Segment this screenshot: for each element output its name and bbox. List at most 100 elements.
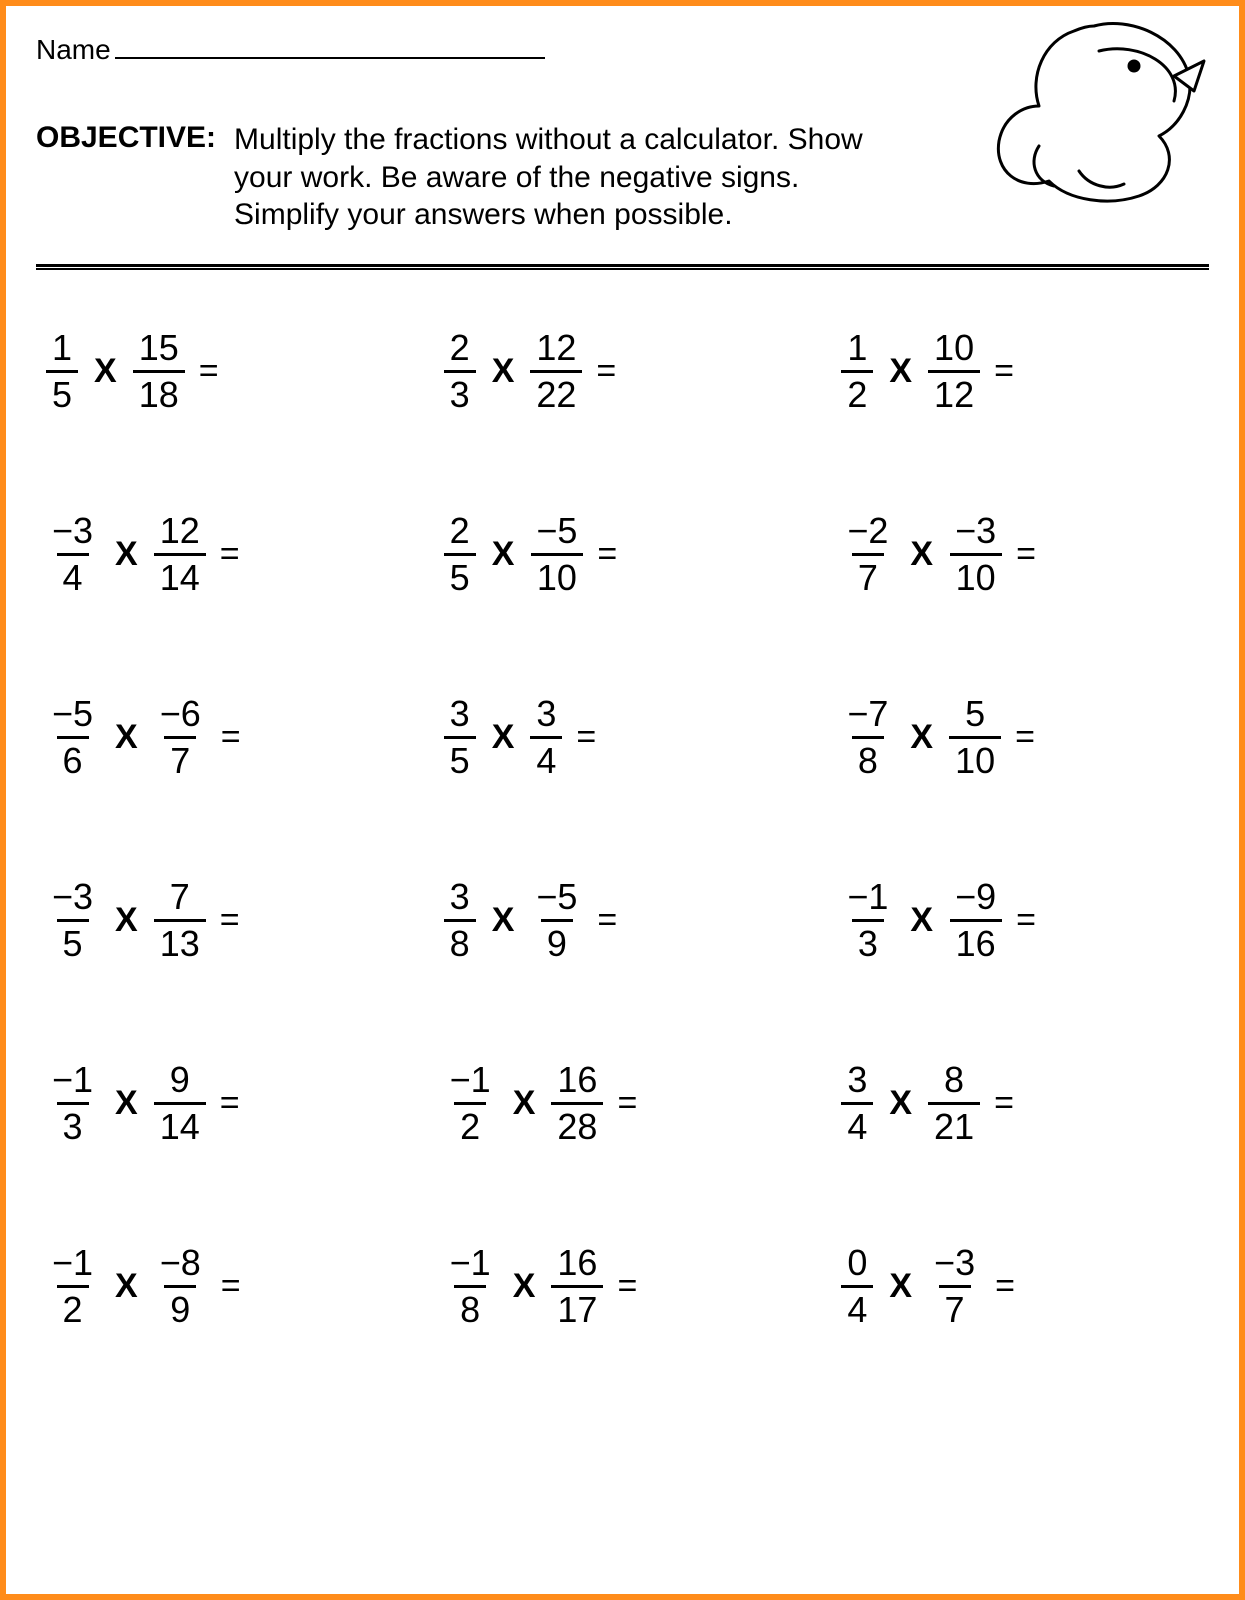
multiply-operator: X (910, 535, 933, 574)
multiply-operator: X (492, 352, 515, 391)
numerator: −8 (154, 1245, 207, 1285)
numerator: 8 (938, 1062, 970, 1102)
fraction-a: −13 (46, 1062, 99, 1145)
numerator: −1 (841, 879, 894, 919)
denominator: 8 (454, 1285, 486, 1328)
fraction-a: −12 (444, 1062, 497, 1145)
equals-sign: = (1016, 535, 1036, 574)
name-underline[interactable] (115, 31, 545, 59)
denominator: 5 (46, 370, 78, 413)
denominator: 9 (541, 919, 573, 962)
numerator: −1 (444, 1062, 497, 1102)
numerator: 1 (841, 330, 873, 370)
denominator: 8 (444, 919, 476, 962)
denominator: 2 (841, 370, 873, 413)
numerator: −5 (530, 513, 583, 553)
fraction-a: −35 (46, 879, 99, 962)
fraction-b: 1222 (530, 330, 582, 413)
numerator: −1 (46, 1062, 99, 1102)
multiply-operator: X (492, 535, 515, 574)
numerator: 12 (530, 330, 582, 370)
problem-14: −12X1628= (444, 1062, 802, 1145)
fraction-b: −310 (949, 513, 1002, 596)
equals-sign: = (617, 1084, 637, 1123)
fraction-a: 12 (841, 330, 873, 413)
numerator: 16 (551, 1245, 603, 1285)
denominator: 2 (57, 1285, 89, 1328)
problem-11: 38X−59= (444, 879, 802, 962)
denominator: 7 (939, 1285, 971, 1328)
denominator: 5 (57, 919, 89, 962)
fraction-a: 35 (444, 696, 476, 779)
problem-1: 15X1518= (46, 330, 404, 413)
mascot-image (979, 6, 1209, 216)
numerator: −1 (444, 1245, 497, 1285)
fraction-a: −27 (841, 513, 894, 596)
numerator: −1 (46, 1245, 99, 1285)
problem-7: −56X−67= (46, 696, 404, 779)
name-label: Name (36, 34, 111, 66)
denominator: 7 (164, 736, 196, 779)
numerator: 2 (444, 513, 476, 553)
fraction-b: 1518 (133, 330, 185, 413)
problem-9: −78 X 510 = (841, 696, 1199, 779)
multiply-operator: X (889, 352, 912, 391)
equals-sign: = (1016, 901, 1036, 940)
denominator: 21 (928, 1102, 980, 1145)
equals-sign: = (1015, 718, 1035, 757)
problem-15: 34X821= (841, 1062, 1199, 1145)
problem-13: −13X914= (46, 1062, 404, 1145)
equals-sign: = (576, 718, 596, 757)
numerator: 7 (164, 879, 196, 919)
fraction-a: −12 (46, 1245, 99, 1328)
numerator: −2 (841, 513, 894, 553)
equals-sign: = (220, 901, 240, 940)
fraction-a: 34 (841, 1062, 873, 1145)
denominator: 3 (852, 919, 884, 962)
denominator: 4 (57, 553, 89, 596)
equals-sign: = (617, 1267, 637, 1306)
numerator: 0 (841, 1245, 873, 1285)
numerator: 3 (841, 1062, 873, 1102)
numerator: −5 (530, 879, 583, 919)
denominator: 3 (57, 1102, 89, 1145)
multiply-operator: X (115, 718, 138, 757)
denominator: 9 (164, 1285, 196, 1328)
multiply-operator: X (115, 901, 138, 940)
fraction-b: 1617 (551, 1245, 603, 1328)
numerator: −6 (154, 696, 207, 736)
denominator: 16 (950, 919, 1002, 962)
denominator: 6 (57, 736, 89, 779)
fraction-b: 510 (949, 696, 1001, 779)
equals-sign: = (994, 1084, 1014, 1123)
fraction-a: −18 (444, 1245, 497, 1328)
denominator: 13 (154, 919, 206, 962)
fraction-b: 1214 (154, 513, 206, 596)
fraction-b: −916 (949, 879, 1002, 962)
numerator: 9 (164, 1062, 196, 1102)
multiply-operator: X (910, 718, 933, 757)
problem-4: −34X1214= (46, 513, 404, 596)
worksheet-page: Name OBJECTIVE: Multiply the fractions w… (0, 0, 1245, 1600)
numerator: −3 (928, 1245, 981, 1285)
numerator: −9 (949, 879, 1002, 919)
multiply-operator: X (115, 1267, 138, 1306)
equals-sign: = (994, 352, 1014, 391)
fraction-a: 25 (444, 513, 476, 596)
fraction-a: −56 (46, 696, 99, 779)
fraction-a: −78 (841, 696, 894, 779)
denominator: 10 (949, 736, 1001, 779)
denominator: 4 (841, 1102, 873, 1145)
numerator: 3 (444, 696, 476, 736)
multiply-operator: X (115, 1084, 138, 1123)
numerator: 16 (551, 1062, 603, 1102)
denominator: 2 (454, 1102, 486, 1145)
denominator: 18 (133, 370, 185, 413)
problem-18: 04X−37= (841, 1245, 1199, 1328)
objective-label: OBJECTIVE: (36, 121, 216, 155)
multiply-operator: X (492, 901, 515, 940)
objective-text: Multiply the fractions without a calcula… (234, 121, 884, 234)
section-divider (36, 264, 1209, 270)
denominator: 14 (154, 553, 206, 596)
problem-12: −13X−916= (841, 879, 1199, 962)
